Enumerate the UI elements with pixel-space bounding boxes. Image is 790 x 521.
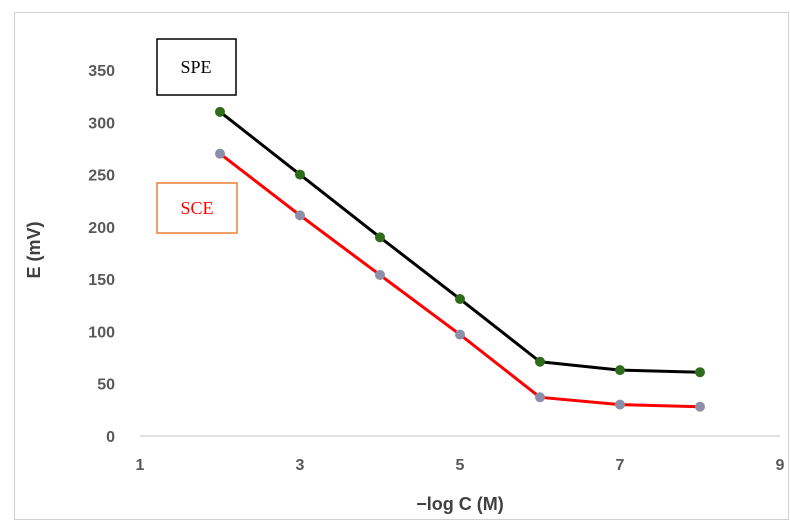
legend-sce-box	[156, 182, 238, 234]
y-tick-label: 300	[88, 115, 115, 132]
x-tick-label: 3	[296, 457, 305, 474]
data-point-sce	[295, 210, 305, 221]
data-point-spe	[455, 294, 465, 305]
y-tick-label: 250	[88, 168, 115, 185]
y-tick-label: 0	[106, 429, 115, 446]
series-points	[215, 106, 705, 412]
data-point-sce	[535, 392, 545, 403]
x-tick-label: 9	[776, 457, 785, 474]
series-line-sce	[219, 152, 701, 409]
data-point-spe	[375, 232, 385, 243]
data-point-sce	[695, 401, 705, 412]
data-point-sce	[455, 329, 465, 340]
series-lines	[219, 110, 701, 409]
y-tick-label: 100	[88, 324, 115, 341]
data-point-sce	[215, 148, 225, 159]
y-tick-label: 150	[88, 272, 115, 289]
legend-sce-label: SCE	[180, 198, 213, 218]
data-point-spe	[615, 365, 625, 376]
y-tick-labels: 0 50 100 150 200 250 300 350	[88, 63, 115, 446]
legend-sce: SCE	[156, 182, 238, 234]
y-tick-label: 200	[88, 220, 115, 237]
legend-spe-box	[156, 38, 237, 96]
data-point-spe	[535, 356, 545, 367]
x-tick-label: 1	[136, 457, 145, 474]
y-tick-label: 50	[97, 377, 115, 394]
legend-spe: SPE	[156, 38, 237, 96]
data-point-sce	[615, 399, 625, 410]
legend-spe-label: SPE	[180, 57, 211, 77]
y-tick-label: 350	[88, 63, 115, 80]
data-point-spe	[695, 367, 705, 378]
y-axis-title: E (mV)	[24, 221, 44, 278]
x-tick-label: 7	[616, 457, 625, 474]
data-point-spe	[215, 106, 225, 117]
x-tick-label: 5	[456, 457, 465, 474]
data-point-spe	[295, 169, 305, 180]
x-axis-title: −log C (M)	[416, 494, 504, 514]
x-tick-labels: 1 3 5 7 9	[136, 457, 785, 474]
data-point-sce	[375, 269, 385, 280]
